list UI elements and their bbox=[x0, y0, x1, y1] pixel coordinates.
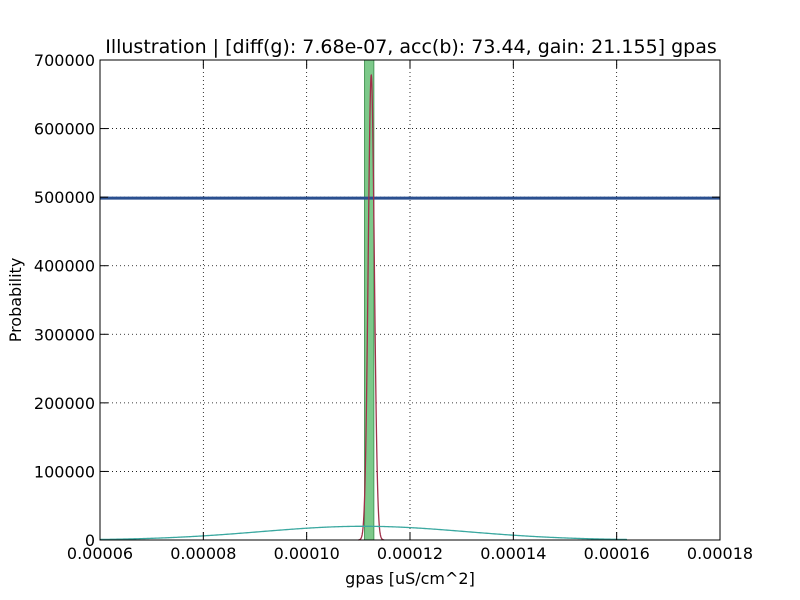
y-tick-label: 700000 bbox=[34, 51, 95, 70]
y-axis-label: Probability bbox=[6, 258, 25, 343]
x-tick-label: 0.00008 bbox=[170, 544, 236, 563]
x-tick-label: 0.00018 bbox=[687, 544, 753, 563]
y-tick-label: 200000 bbox=[34, 394, 95, 413]
x-axis-ticks: 0.00006 0.00008 0.00010 0.00012 0.00014 0.000… bbox=[67, 60, 753, 563]
series-line-gaussian bbox=[358, 73, 385, 541]
x-axis-label: gpas [uS/cm^2] bbox=[345, 569, 475, 588]
series-line-gaussian bbox=[99, 525, 628, 541]
x-tick-label: 0.00016 bbox=[584, 544, 650, 563]
y-tick-label: 0 bbox=[85, 531, 95, 550]
x-tick-label: 0.00010 bbox=[274, 544, 340, 563]
chart-title: Illustration | [diff(g): 7.68e-07, acc(b… bbox=[105, 36, 717, 58]
y-axis-ticks: 0 100000 200000 300000 400000 500000 600000 700… bbox=[34, 51, 720, 550]
y-tick-label: 600000 bbox=[34, 120, 95, 139]
y-tick-label: 100000 bbox=[34, 462, 95, 481]
series-lines bbox=[99, 73, 720, 541]
x-tick-label: 0.00014 bbox=[480, 544, 546, 563]
x-tick-label: 0.00012 bbox=[377, 544, 443, 563]
y-tick-label: 300000 bbox=[34, 325, 95, 344]
x-tick-label: 0.00006 bbox=[67, 544, 133, 563]
y-tick-label: 400000 bbox=[34, 257, 95, 276]
y-tick-label: 500000 bbox=[34, 188, 95, 207]
